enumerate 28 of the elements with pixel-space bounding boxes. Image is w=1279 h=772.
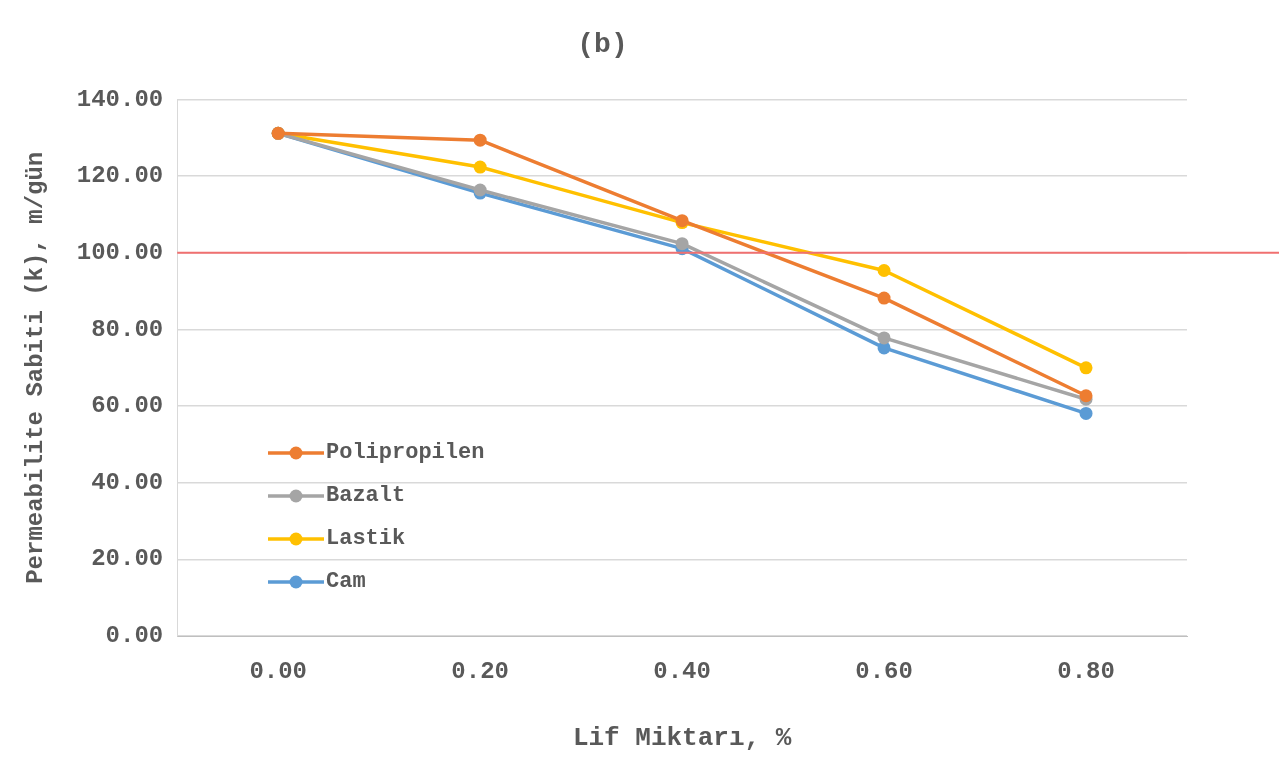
point — [473, 160, 487, 174]
y-tick-label: 100.00 — [76, 238, 164, 266]
y-tick-label: 0.00 — [105, 622, 164, 650]
y-tick-label: 120.00 — [76, 162, 164, 190]
point — [1079, 361, 1093, 375]
point — [1079, 406, 1093, 420]
y-tick-label: 40.00 — [91, 468, 164, 496]
legend-label: Cam — [326, 569, 366, 594]
y-axis-title: Permeabilite Sabiti (k), m/gün — [22, 151, 50, 584]
y-tick-label: 140.00 — [76, 85, 164, 113]
point — [877, 331, 891, 345]
point — [675, 237, 689, 251]
x-tick-label: 0.00 — [249, 658, 307, 686]
x-tick-label: 0.60 — [855, 658, 913, 686]
point — [877, 291, 891, 305]
chart-title: (b) — [577, 28, 628, 60]
x-tick-label: 0.80 — [1057, 658, 1115, 686]
point — [473, 133, 487, 147]
legend-label: Polipropilen — [326, 440, 485, 465]
x-axis-title: Lif Miktarı, % — [572, 722, 792, 753]
x-tick-label: 0.20 — [451, 658, 509, 686]
y-tick-label: 60.00 — [91, 392, 164, 420]
y-tick-label: 20.00 — [91, 545, 164, 573]
legend-label: Lastik — [326, 526, 406, 551]
legend-label: Bazalt — [326, 483, 406, 508]
y-tick-label: 80.00 — [91, 315, 164, 343]
x-tick-label: 0.40 — [653, 658, 711, 686]
point — [877, 263, 891, 277]
